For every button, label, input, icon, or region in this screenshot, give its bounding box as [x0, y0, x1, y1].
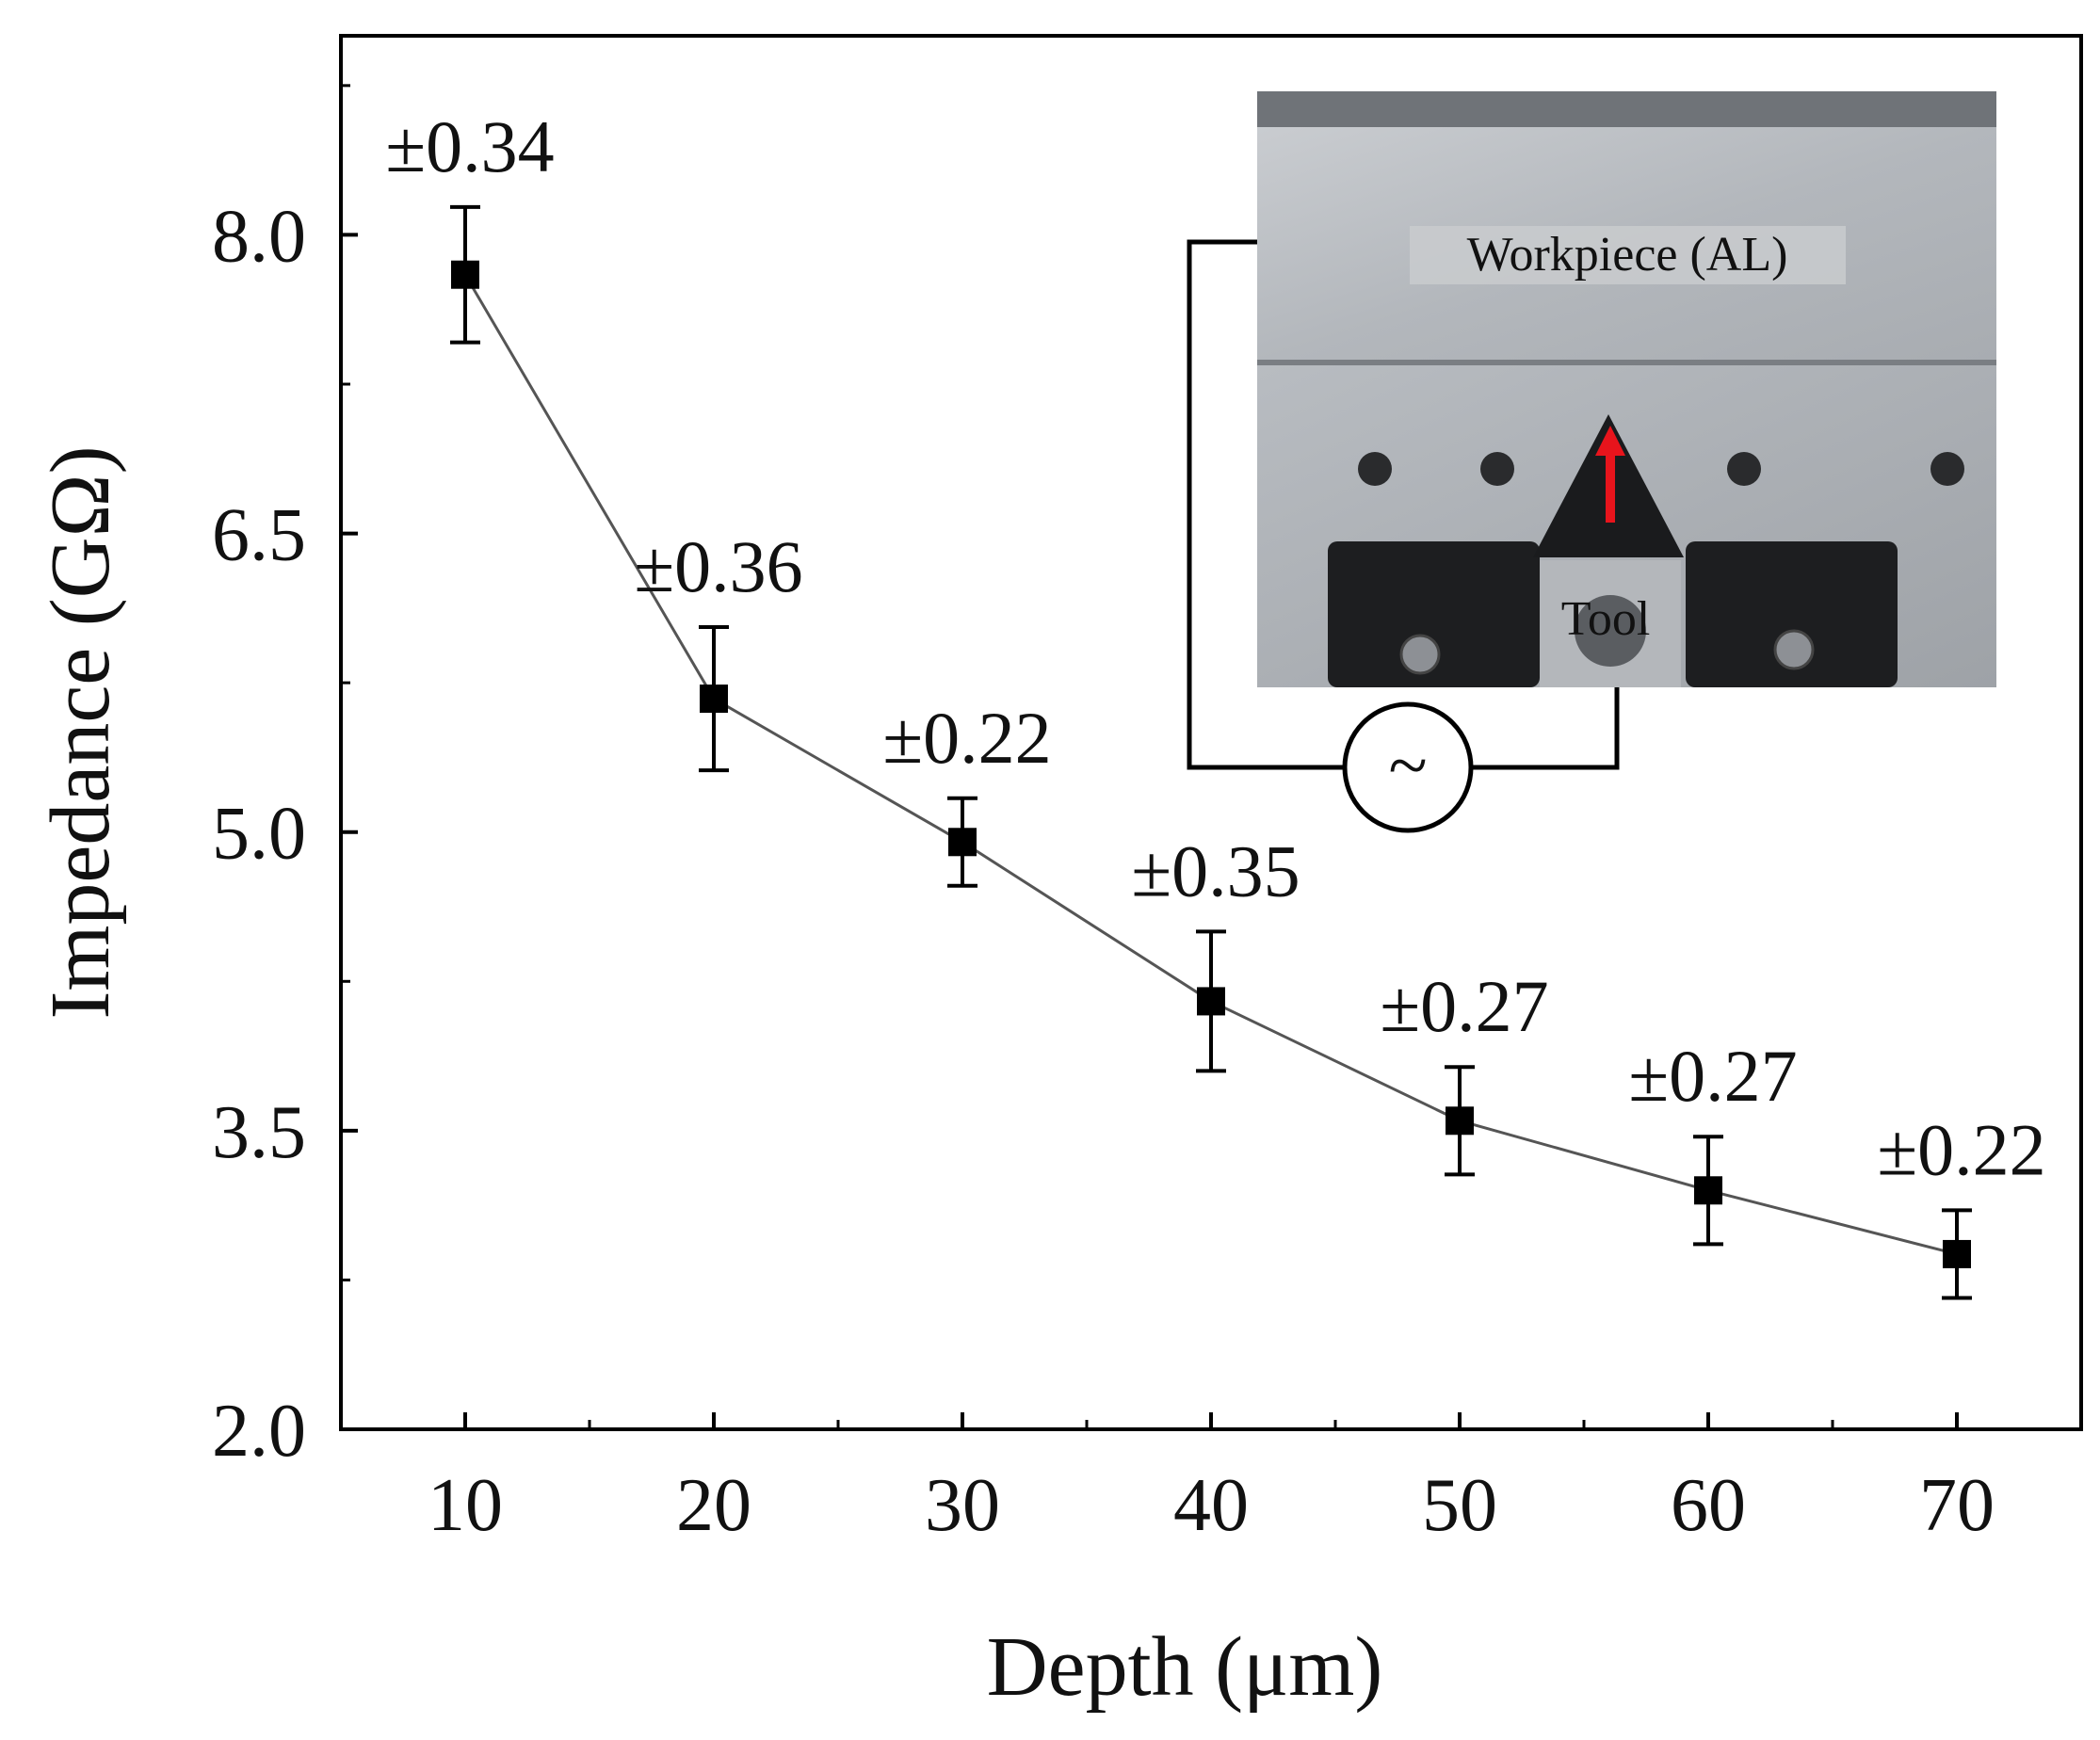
right-clamp [1686, 541, 1898, 687]
circuit-wire-tool [1471, 687, 1620, 770]
error-value-labels: ±0.34 ±0.36 ±0.22 ±0.35 ±0.27 ±0.27 ±0.22 [385, 105, 2045, 1191]
workpiece-label-bg [1410, 226, 1846, 284]
bolt-hole-icon [1358, 452, 1392, 486]
error-value-label: ±0.22 [1877, 1108, 2045, 1190]
x-tick-label: 70 [1919, 1464, 1995, 1547]
inset-top-strip [1257, 91, 1996, 129]
y-tick-label: 8.0 [212, 195, 306, 278]
error-value-label: ±0.27 [1380, 965, 1548, 1047]
screw-icon [1773, 629, 1815, 670]
bolt-hole-icon [1480, 452, 1514, 486]
workpiece-label: Workpiece (AL) [1467, 228, 1788, 282]
x-tick-label: 30 [925, 1464, 1000, 1547]
y-tick-label: 3.5 [212, 1091, 306, 1174]
y-tick-label: 6.5 [212, 494, 306, 577]
x-tick-label: 40 [1173, 1464, 1249, 1547]
feed-arrow-head-icon [1595, 426, 1625, 456]
data-point-marker [1197, 987, 1225, 1016]
x-tick-label: 20 [676, 1464, 751, 1547]
tool-pivot [1575, 595, 1646, 667]
x-axis-ticks: 10 20 30 40 50 60 70 [428, 1412, 1995, 1547]
y-tick-label: 2.0 [212, 1390, 306, 1473]
error-value-label: ±0.34 [385, 105, 554, 187]
circuit-wire-workpiece [1187, 239, 1345, 770]
data-markers [451, 260, 1971, 1268]
x-tick-label: 50 [1422, 1464, 1497, 1547]
y-axis-title: Impedance (GΩ) [34, 445, 127, 1019]
ac-source-symbol: ~ [1388, 726, 1427, 805]
x-tick-label: 10 [428, 1464, 503, 1547]
y-tick-label: 5.0 [212, 793, 306, 876]
x-axis-title: Depth (μm) [987, 1620, 1383, 1714]
data-point-marker [1943, 1239, 1971, 1268]
error-value-label: ±0.22 [882, 697, 1051, 779]
data-point-marker [1446, 1106, 1474, 1136]
tool-label: Tool [1561, 592, 1651, 646]
bolt-hole-icon [1727, 452, 1761, 486]
data-point-marker [700, 685, 728, 714]
y-axis-ticks: 2.0 3.5 5.0 6.5 8.0 [212, 84, 358, 1473]
ac-source-icon [1342, 701, 1474, 833]
data-point-marker [948, 828, 977, 857]
data-point-marker [451, 260, 479, 289]
error-value-label: ±0.35 [1131, 830, 1300, 911]
x-tick-label: 60 [1671, 1464, 1746, 1547]
data-point-marker [1694, 1176, 1722, 1205]
bolt-hole-icon [1930, 452, 1964, 486]
left-clamp [1328, 541, 1540, 687]
error-value-label: ±0.36 [634, 525, 802, 607]
inset-photo: Workpiece (AL) Tool [1257, 91, 1996, 687]
screw-icon [1399, 634, 1441, 675]
error-value-label: ±0.27 [1628, 1035, 1797, 1117]
